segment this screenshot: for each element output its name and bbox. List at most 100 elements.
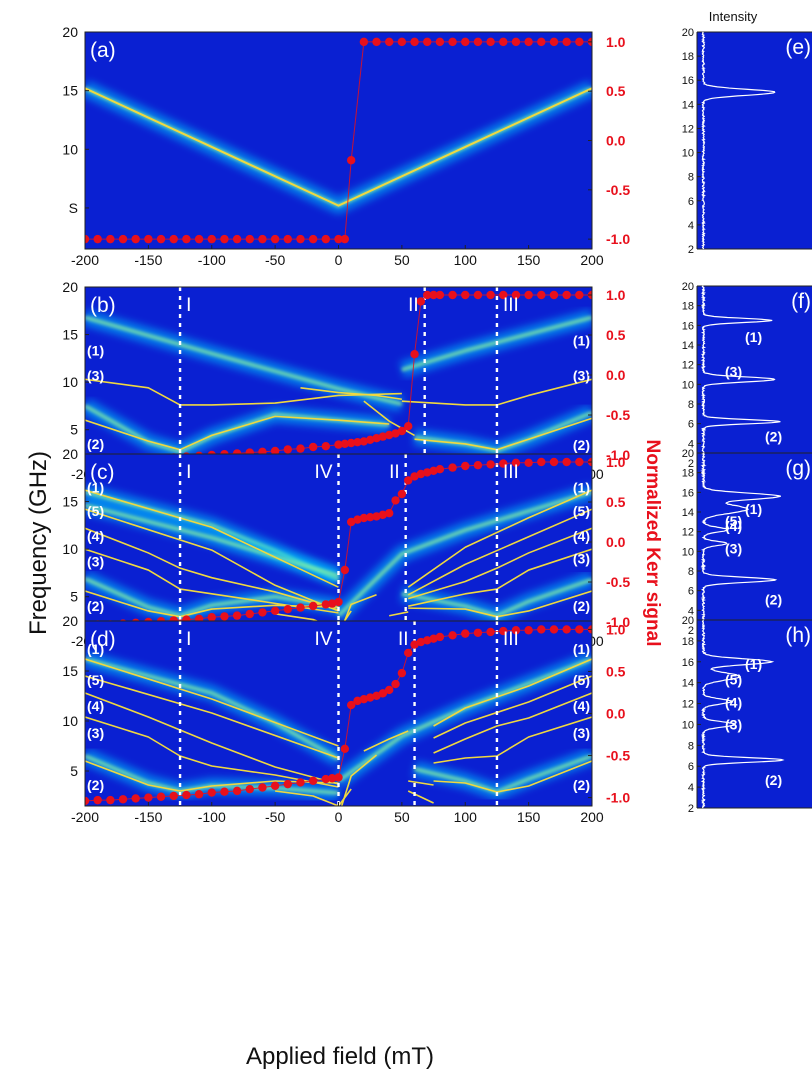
kerr-point xyxy=(435,465,445,474)
kerr-point xyxy=(334,440,343,449)
kerr-point xyxy=(537,290,546,300)
mode-label: (4) xyxy=(573,698,590,714)
kerr-point xyxy=(327,774,337,783)
kerr-point xyxy=(511,626,521,635)
simulated-curve xyxy=(85,508,339,612)
x-tick-label: -100 xyxy=(198,252,226,268)
kerr-point xyxy=(549,37,559,47)
spectrum-mode-label: (1) xyxy=(745,329,762,345)
kerr-point xyxy=(270,234,280,244)
kerr-point xyxy=(537,457,546,467)
spectrum-tick-label: 12 xyxy=(682,699,694,711)
spectrum-mode-label: (5) xyxy=(725,513,742,529)
mode-label: (2) xyxy=(573,437,590,453)
spectrum-tick-label: 2 xyxy=(688,458,694,470)
mode-label: (4) xyxy=(87,528,104,544)
spectrum-tick-label: 16 xyxy=(682,487,694,499)
kerr-point xyxy=(385,37,394,47)
y2-tick-label: 0.5 xyxy=(606,327,626,343)
kerr-axis-title: Normalized Kerr signal xyxy=(642,440,663,647)
spectrum-tick-label: 10 xyxy=(682,379,694,391)
kerr-point xyxy=(410,350,419,359)
kerr-point xyxy=(169,791,178,801)
band-core xyxy=(85,576,339,618)
spectrum-line xyxy=(700,452,781,631)
kerr-point xyxy=(486,37,495,47)
y2-tick-label: -0.5 xyxy=(606,182,630,198)
kerr-point xyxy=(372,434,381,443)
x-tick-label: 200 xyxy=(580,252,604,268)
band-core xyxy=(401,315,592,372)
x-tick-label: -150 xyxy=(134,252,162,268)
y-tick-label: 20 xyxy=(62,24,78,40)
field-marker-label: II xyxy=(398,629,409,650)
spectrum-tick-label: 6 xyxy=(688,761,694,773)
y2-tick-label: 0.0 xyxy=(606,133,626,149)
spectrum-mode-label: (4) xyxy=(725,695,742,711)
y-tick-label: 5 xyxy=(70,589,78,605)
mode-label: (3) xyxy=(573,367,590,383)
spectrum-tick-label: 2 xyxy=(688,803,694,815)
kerr-point xyxy=(461,461,470,471)
spectrum-mode-label: (2) xyxy=(765,428,782,444)
field-marker-label: III xyxy=(503,462,519,483)
simulated-curve xyxy=(300,387,402,401)
x-tick-label: 100 xyxy=(454,809,478,825)
kerr-point xyxy=(473,628,483,637)
kerr-point xyxy=(245,234,254,244)
x-tick-label: 0 xyxy=(335,809,343,825)
spectrum-tick-label: 4 xyxy=(688,782,694,794)
kerr-point xyxy=(499,37,508,47)
kerr-point xyxy=(549,625,559,634)
panel-b: I II III(b)(1)(3)(2)(1)(3)(2)5101520-1.0-0… xyxy=(62,279,630,482)
simulated-curve xyxy=(85,527,339,611)
panel-label: (d) xyxy=(90,628,116,651)
y2-tick-label: 1.0 xyxy=(606,621,626,637)
mode-curve xyxy=(85,87,592,207)
kerr-point xyxy=(524,37,533,47)
kerr-point xyxy=(448,631,457,640)
simulated-curve xyxy=(408,780,434,786)
y-axis-title: Frequency (GHz) xyxy=(25,451,52,635)
kerr-point xyxy=(321,600,331,609)
kerr-point xyxy=(270,606,280,615)
spectrum-tick-label: 14 xyxy=(682,99,694,111)
mode-label: (5) xyxy=(87,672,104,688)
spectrum-tick-label: 8 xyxy=(688,172,694,184)
kerr-point xyxy=(207,613,216,622)
y2-tick-label: 0.5 xyxy=(606,83,626,99)
spectrum-tick-label: 8 xyxy=(688,399,694,411)
spectrum-mode-label: (2) xyxy=(765,772,782,788)
kerr-point xyxy=(296,603,305,612)
band-core xyxy=(337,490,592,618)
kerr-point xyxy=(359,37,369,47)
y-tick-label: 5 xyxy=(70,422,78,438)
kerr-point xyxy=(232,234,242,244)
spectrum-tick-label: 16 xyxy=(682,75,694,87)
simulated-curve xyxy=(389,611,409,617)
x-axis-title: Applied field (mT) xyxy=(246,1043,434,1070)
kerr-point xyxy=(562,457,571,467)
y-tick-label: 20 xyxy=(62,446,78,462)
kerr-point xyxy=(423,37,432,47)
y-tick-label: 15 xyxy=(62,494,78,510)
kerr-point xyxy=(499,626,508,636)
kerr-point xyxy=(423,468,432,477)
mode-label: (5) xyxy=(87,503,104,519)
kerr-point xyxy=(156,234,166,244)
kerr-point xyxy=(549,290,559,300)
kerr-point xyxy=(85,234,90,244)
spectrum-h: 2 4 6 8 10 12 14 16 18 20 (h) (1)(5) (4) (3) (2) xyxy=(682,615,812,815)
kerr-point xyxy=(93,795,102,805)
kerr-point xyxy=(372,691,381,701)
kerr-point xyxy=(473,37,483,47)
kerr-point xyxy=(334,773,343,782)
mode-label: (1) xyxy=(87,343,104,359)
spectrum-mode-label: (3) xyxy=(725,364,742,380)
kerr-point xyxy=(283,445,292,454)
simulated-curve xyxy=(85,716,339,788)
mode-label: (2) xyxy=(573,777,590,793)
simulated-curve xyxy=(407,790,434,804)
y-tick-label: 10 xyxy=(62,541,78,557)
kerr-point xyxy=(575,37,584,47)
